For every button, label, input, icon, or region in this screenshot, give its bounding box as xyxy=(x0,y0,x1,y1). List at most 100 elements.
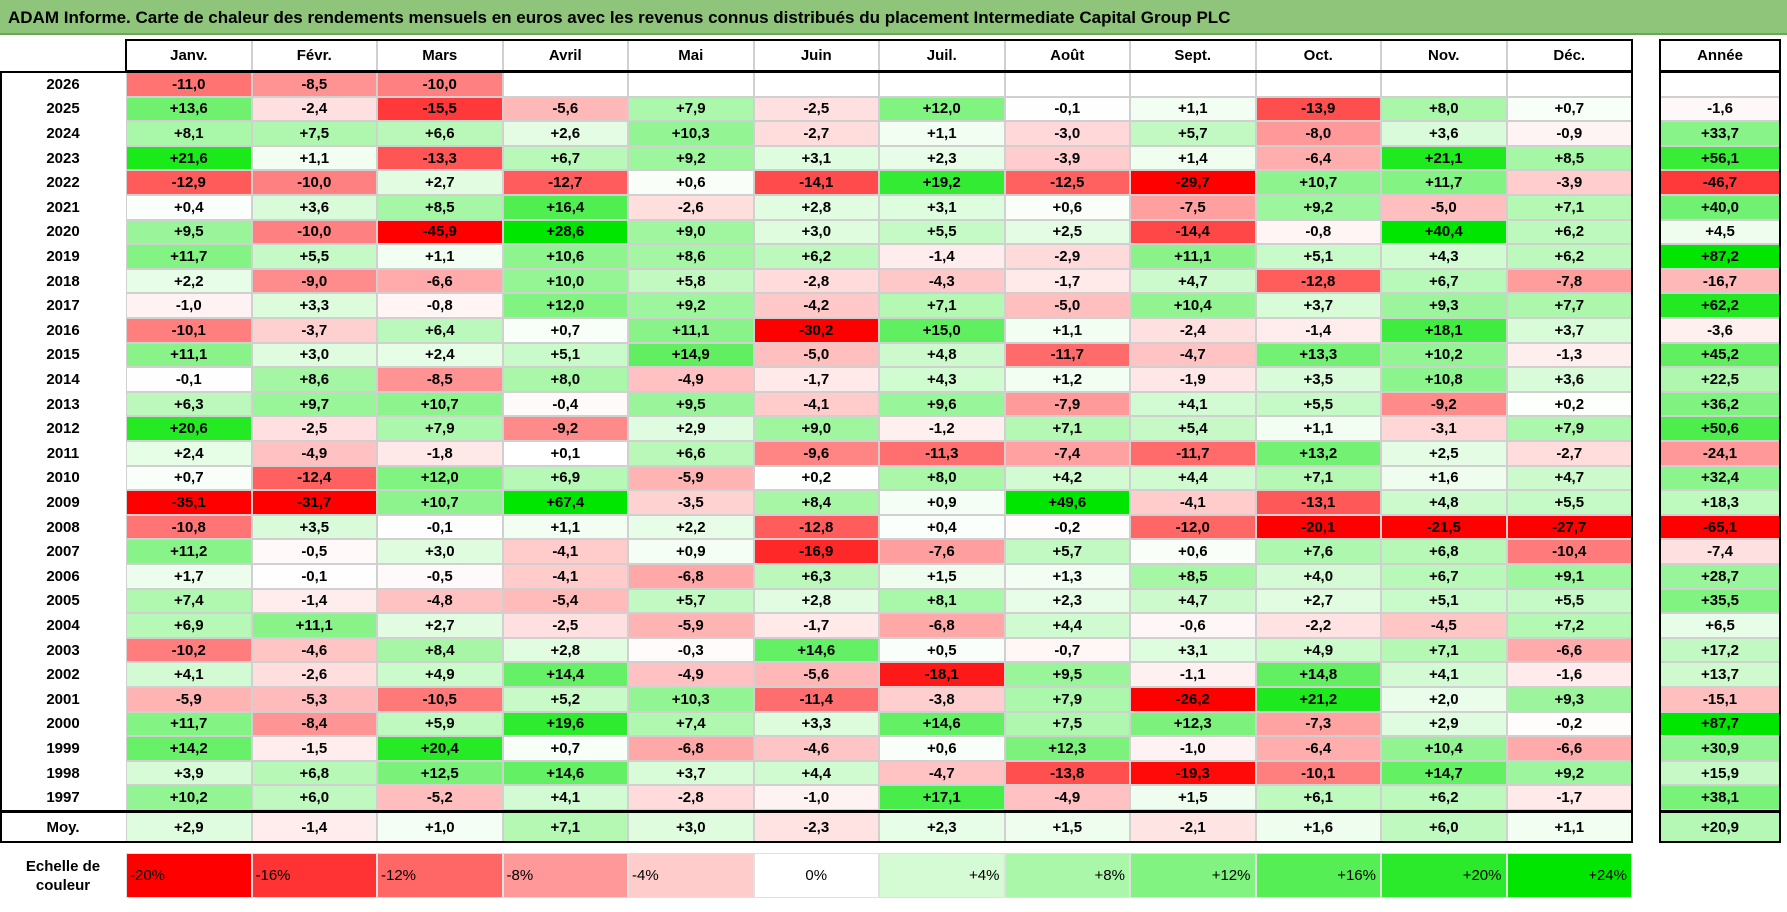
heatmap-cell: +2,8 xyxy=(753,195,879,220)
heatmap-cell: -12,4 xyxy=(251,465,377,491)
heatmap-cell: +21,6 xyxy=(126,145,252,171)
heatmap-cell: +5,7 xyxy=(1130,121,1256,146)
heatmap-cell: -12,8 xyxy=(753,514,879,540)
heatmap-cell: +9,2 xyxy=(1255,195,1381,220)
heatmap-cell: -14,1 xyxy=(753,170,879,195)
heatmap-cell: +1,3 xyxy=(1004,564,1130,589)
color-scale-stop: +24% xyxy=(1506,853,1632,898)
heatmap-cell: -13,3 xyxy=(377,145,503,171)
heatmap-cell: -13,9 xyxy=(1255,96,1381,122)
heatmap-cell: +4,2 xyxy=(1004,465,1130,491)
heatmap-cell: +20,4 xyxy=(377,736,503,761)
heatmap-cell xyxy=(1506,72,1632,97)
heatmap-cell: +18,1 xyxy=(1381,318,1507,343)
heatmap-cell: -5,4 xyxy=(502,588,628,614)
heatmap-cell: +21,2 xyxy=(1255,687,1381,712)
heatmap-cell: +6,0 xyxy=(251,785,377,810)
year-label: 2024 xyxy=(46,124,80,142)
heatmap-cell: +4,4 xyxy=(1130,465,1256,491)
heatmap-cell: -2,6 xyxy=(251,662,377,687)
color-scale-stop: -20% xyxy=(126,853,252,898)
heatmap-cell: +5,5 xyxy=(1506,490,1632,515)
heatmap-cell: +5,5 xyxy=(251,244,377,269)
heatmap-cell: +7,2 xyxy=(1506,613,1632,638)
heatmap-cell: +8,1 xyxy=(879,588,1005,614)
heatmap-cell: -4,6 xyxy=(753,736,879,761)
heatmap-cell: +8,5 xyxy=(1506,145,1632,171)
year-label: 2016 xyxy=(46,321,80,339)
heatmap-cell: -2,5 xyxy=(753,96,879,122)
heatmap-cell: -4,7 xyxy=(1130,342,1256,368)
heatmap-cell xyxy=(879,72,1005,97)
heatmap-cell: -12,9 xyxy=(126,170,252,195)
heatmap-cell: +9,1 xyxy=(1506,564,1632,589)
annual-cell: +17,2 xyxy=(1660,637,1780,663)
year-label: 2002 xyxy=(46,666,80,684)
heatmap-cell: +10,7 xyxy=(1255,170,1381,195)
heatmap-cell: -1,9 xyxy=(1130,367,1256,392)
heatmap-cell: +7,4 xyxy=(126,588,252,614)
annual-cell: +32,4 xyxy=(1660,465,1780,491)
year-label: 2012 xyxy=(46,420,80,438)
color-scale-stop: 0% xyxy=(753,853,879,898)
annual-cell: +36,2 xyxy=(1660,391,1780,417)
heatmap-cell: -3,0 xyxy=(1004,121,1130,146)
color-scale-stop: +4% xyxy=(879,853,1005,898)
heatmap-cell: -11,0 xyxy=(126,72,252,97)
heatmap-cell: -2,2 xyxy=(1255,613,1381,638)
heatmap-cell: +7,1 xyxy=(1255,465,1381,491)
annual-cell: +38,1 xyxy=(1660,785,1780,810)
year-label: 1998 xyxy=(46,764,80,782)
heatmap-cell: -3,8 xyxy=(879,687,1005,712)
month-header: Oct. xyxy=(1255,40,1381,71)
annual-cell: -15,1 xyxy=(1660,687,1780,712)
heatmap-cell: +0,6 xyxy=(1004,195,1130,220)
heatmap-cell: -19,3 xyxy=(1130,760,1256,786)
heatmap-cell: -5,0 xyxy=(1004,293,1130,318)
month-header: Juin xyxy=(753,40,879,71)
heatmap-cell: +4,7 xyxy=(1130,588,1256,614)
heatmap-cell: -0,1 xyxy=(126,367,252,392)
heatmap-cell: +7,9 xyxy=(628,96,754,122)
heatmap-cell: +4,8 xyxy=(879,342,1005,368)
heatmap-cell: +11,1 xyxy=(628,318,754,343)
heatmap-cell: +0,2 xyxy=(1506,391,1632,417)
heatmap-cell: +6,8 xyxy=(251,760,377,786)
heatmap-cell: -12,0 xyxy=(1130,514,1256,540)
heatmap-cell: +9,0 xyxy=(753,416,879,441)
heatmap-cell: -11,4 xyxy=(753,687,879,712)
heatmap-cell: -1,7 xyxy=(1004,268,1130,294)
annual-cell: +13,7 xyxy=(1660,662,1780,687)
heatmap-cell: +4,1 xyxy=(126,662,252,687)
heatmap-cell: +1,1 xyxy=(879,121,1005,146)
heatmap-cell: -10,0 xyxy=(251,219,377,245)
heatmap-cell: -4,9 xyxy=(1004,785,1130,810)
heatmap-cell: +10,0 xyxy=(502,268,628,294)
heatmap-cell: +10,7 xyxy=(377,391,503,417)
heatmap-cell: -7,9 xyxy=(1004,391,1130,417)
heatmap-cell: -1,4 xyxy=(251,588,377,614)
heatmap-cell: -3,1 xyxy=(1381,416,1507,441)
heatmap-cell: +4,1 xyxy=(502,785,628,810)
heatmap-cell: +2,2 xyxy=(126,268,252,294)
heatmap-cell: +4,7 xyxy=(1130,268,1256,294)
average-annual-cell: +20,9 xyxy=(1660,812,1780,842)
annual-cell: +18,3 xyxy=(1660,490,1780,515)
heatmap-cell: +9,5 xyxy=(628,391,754,417)
heatmap-cell: +10,6 xyxy=(502,244,628,269)
heatmap-cell: +3,6 xyxy=(1381,121,1507,146)
heatmap-cell: +3,7 xyxy=(1255,293,1381,318)
heatmap-cell: +2,0 xyxy=(1381,687,1507,712)
heatmap-cell: +6,2 xyxy=(1506,219,1632,245)
heatmap-cell: +0,1 xyxy=(502,441,628,466)
heatmap-cell: +3,1 xyxy=(753,145,879,171)
heatmap-cell: -0,1 xyxy=(377,514,503,540)
heatmap-cell: -5,6 xyxy=(753,662,879,687)
heatmap-cell: -10,5 xyxy=(377,687,503,712)
heatmap-cell: -4,6 xyxy=(251,637,377,663)
heatmap-cell: -2,4 xyxy=(251,96,377,122)
heatmap-cell: +1,1 xyxy=(1255,416,1381,441)
heatmap-cell: +2,3 xyxy=(1004,588,1130,614)
heatmap-cell: +4,3 xyxy=(1381,244,1507,269)
heatmap-cell: +8,0 xyxy=(1381,96,1507,122)
